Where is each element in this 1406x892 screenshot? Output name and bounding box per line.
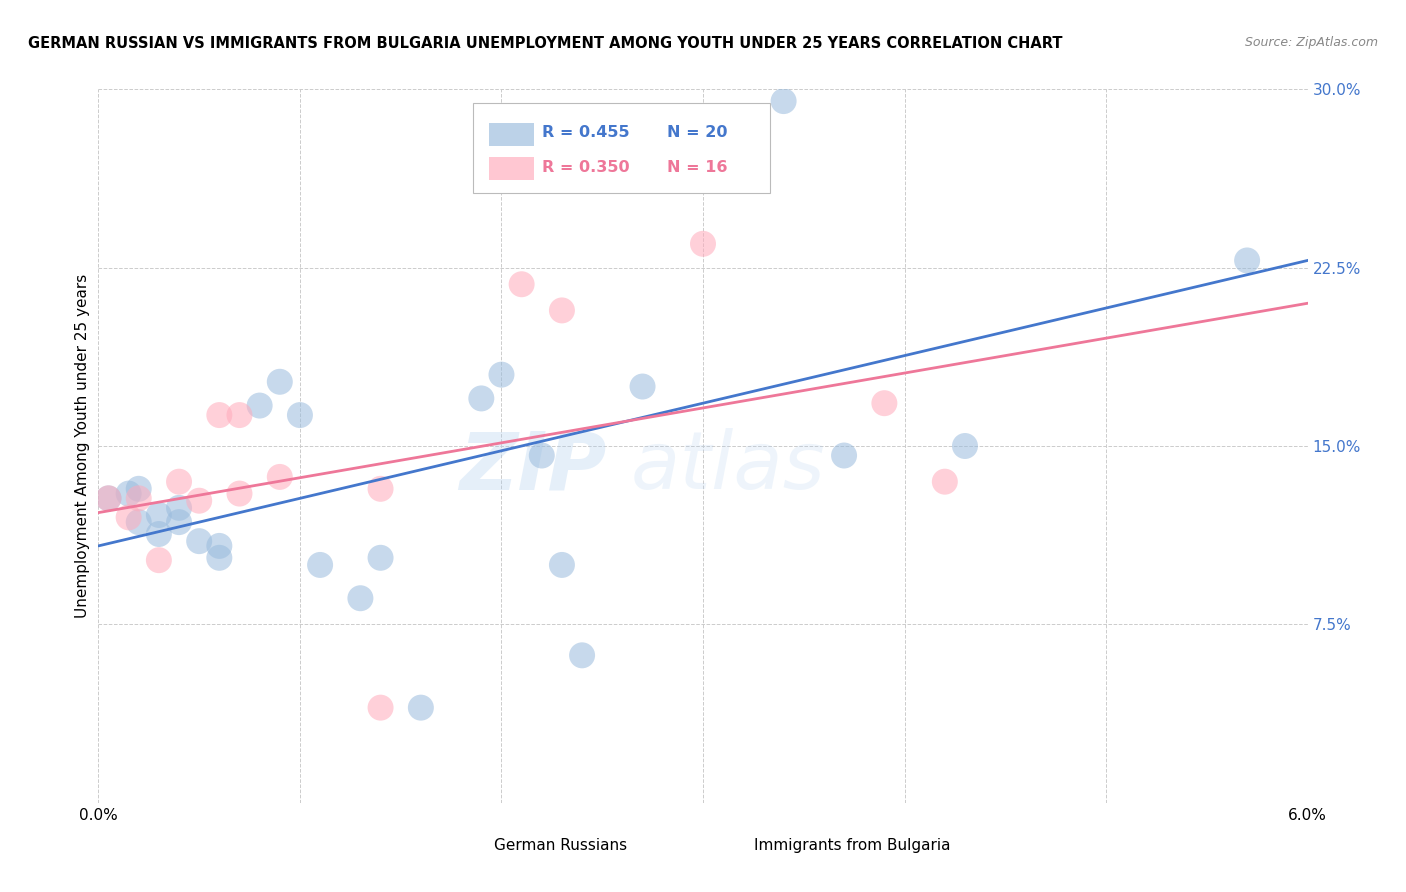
Point bbox=[1236, 253, 1258, 268]
Point bbox=[188, 493, 211, 508]
Point bbox=[530, 449, 553, 463]
Point bbox=[118, 486, 141, 500]
Point bbox=[510, 277, 533, 292]
Point bbox=[953, 439, 976, 453]
Point bbox=[128, 482, 150, 496]
Text: N = 20: N = 20 bbox=[666, 125, 727, 140]
Text: atlas: atlas bbox=[630, 428, 825, 507]
Point bbox=[288, 408, 311, 422]
Point bbox=[167, 500, 190, 515]
Point bbox=[228, 486, 250, 500]
Point bbox=[148, 508, 170, 522]
Point bbox=[370, 482, 392, 496]
Text: N = 16: N = 16 bbox=[666, 161, 727, 175]
Point bbox=[370, 700, 392, 714]
Text: GERMAN RUSSIAN VS IMMIGRANTS FROM BULGARIA UNEMPLOYMENT AMONG YOUTH UNDER 25 YEA: GERMAN RUSSIAN VS IMMIGRANTS FROM BULGAR… bbox=[28, 36, 1063, 51]
FancyBboxPatch shape bbox=[489, 157, 534, 180]
Y-axis label: Unemployment Among Youth under 25 years: Unemployment Among Youth under 25 years bbox=[75, 274, 90, 618]
FancyBboxPatch shape bbox=[489, 123, 534, 145]
Point bbox=[228, 408, 250, 422]
Text: Immigrants from Bulgaria: Immigrants from Bulgaria bbox=[754, 838, 950, 853]
Point bbox=[491, 368, 513, 382]
Point bbox=[208, 539, 231, 553]
Point bbox=[470, 392, 492, 406]
Point bbox=[188, 534, 211, 549]
Point bbox=[97, 491, 120, 506]
Point bbox=[873, 396, 896, 410]
Point bbox=[128, 491, 150, 506]
Point bbox=[349, 591, 371, 606]
Point bbox=[148, 527, 170, 541]
Point bbox=[370, 550, 392, 565]
Point bbox=[692, 236, 714, 251]
Point bbox=[934, 475, 956, 489]
Point bbox=[772, 94, 794, 108]
Point bbox=[148, 553, 170, 567]
FancyBboxPatch shape bbox=[440, 838, 485, 856]
Point bbox=[97, 491, 120, 506]
Point bbox=[208, 408, 231, 422]
Point bbox=[269, 470, 291, 484]
Text: R = 0.350: R = 0.350 bbox=[543, 161, 630, 175]
Point bbox=[309, 558, 332, 572]
Point bbox=[551, 303, 574, 318]
FancyBboxPatch shape bbox=[700, 838, 745, 856]
Point bbox=[118, 510, 141, 524]
Point bbox=[571, 648, 593, 663]
Text: German Russians: German Russians bbox=[494, 838, 627, 853]
Point bbox=[269, 375, 291, 389]
Point bbox=[167, 475, 190, 489]
Text: ZIP: ZIP bbox=[458, 428, 606, 507]
Point bbox=[551, 558, 574, 572]
Point bbox=[631, 379, 654, 393]
Point bbox=[167, 515, 190, 529]
Point bbox=[208, 550, 231, 565]
Text: R = 0.455: R = 0.455 bbox=[543, 125, 630, 140]
Point bbox=[249, 399, 271, 413]
Text: Source: ZipAtlas.com: Source: ZipAtlas.com bbox=[1244, 36, 1378, 49]
Point bbox=[409, 700, 432, 714]
FancyBboxPatch shape bbox=[474, 103, 769, 193]
Point bbox=[832, 449, 855, 463]
Point bbox=[128, 515, 150, 529]
